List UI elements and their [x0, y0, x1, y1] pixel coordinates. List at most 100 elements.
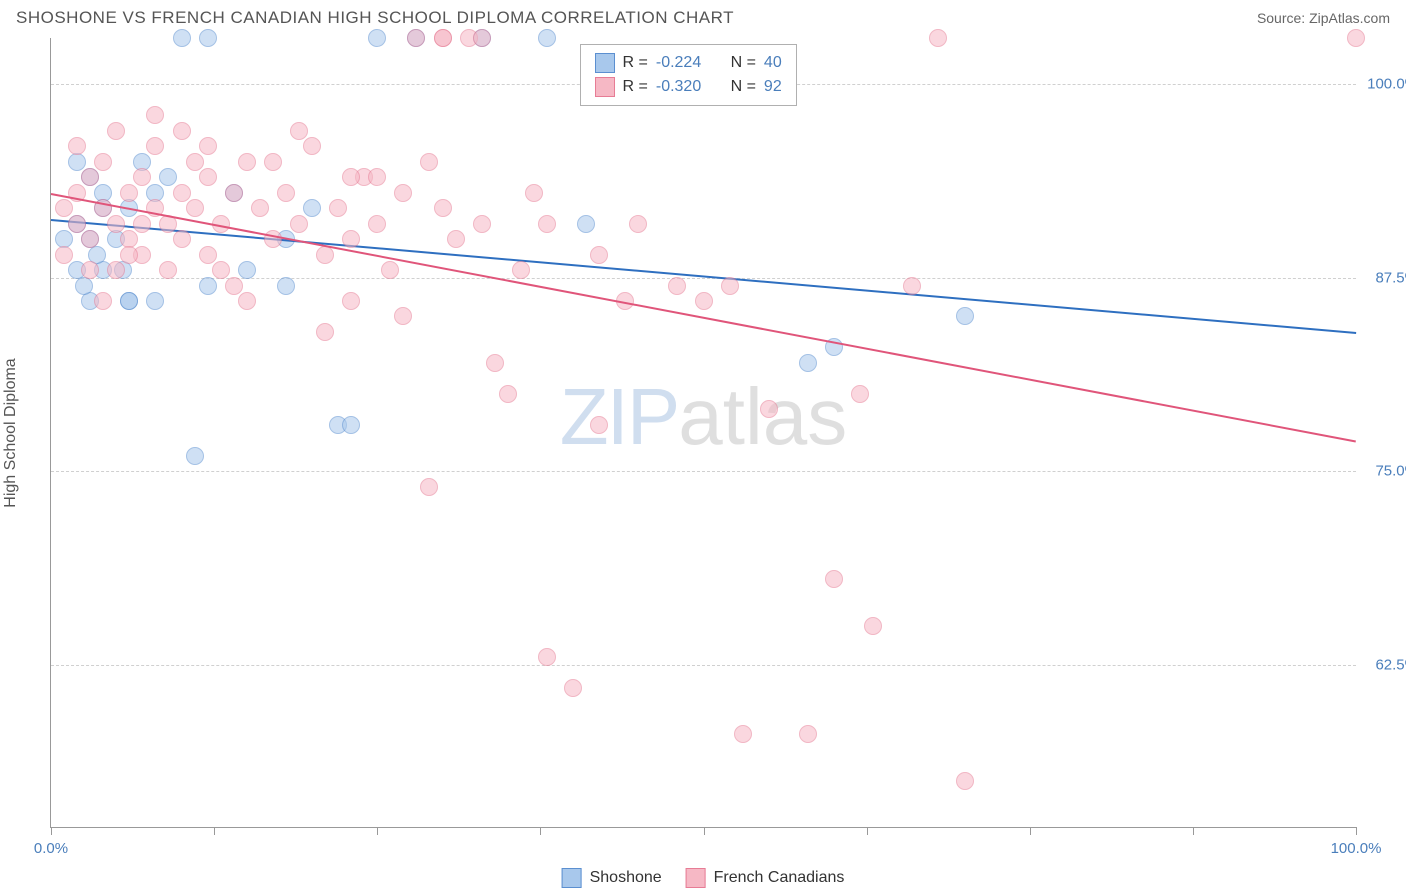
- scatter-point: [225, 277, 243, 295]
- bottom-legend: Shoshone French Canadians: [562, 868, 845, 888]
- y-tick-label: 62.5%: [1375, 656, 1406, 673]
- scatter-point: [159, 261, 177, 279]
- scatter-point: [668, 277, 686, 295]
- scatter-point: [381, 261, 399, 279]
- scatter-point: [277, 184, 295, 202]
- scatter-point: [107, 215, 125, 233]
- y-tick-label: 75.0%: [1375, 463, 1406, 480]
- scatter-point: [199, 246, 217, 264]
- scatter-point: [290, 122, 308, 140]
- x-tick: [214, 827, 215, 835]
- scatter-point: [799, 354, 817, 372]
- legend-swatch: [686, 868, 706, 888]
- scatter-point: [290, 215, 308, 233]
- y-tick-label: 87.5%: [1375, 269, 1406, 286]
- scatter-point: [368, 29, 386, 47]
- scatter-point: [407, 29, 425, 47]
- legend-r-value: -0.224: [656, 54, 701, 72]
- scatter-point: [590, 416, 608, 434]
- scatter-point: [120, 292, 138, 310]
- scatter-point: [75, 277, 93, 295]
- scatter-point: [173, 184, 191, 202]
- gridline: [51, 471, 1356, 472]
- scatter-point: [199, 29, 217, 47]
- scatter-point: [564, 679, 582, 697]
- scatter-point: [173, 122, 191, 140]
- plot-area: ZIPatlas 62.5%75.0%87.5%100.0%0.0%100.0%…: [51, 38, 1356, 827]
- legend-row: R = -0.320 N = 92: [595, 75, 782, 99]
- x-tick: [1193, 827, 1194, 835]
- scatter-point: [107, 122, 125, 140]
- legend-swatch: [595, 77, 615, 97]
- gridline: [51, 665, 1356, 666]
- scatter-point: [525, 184, 543, 202]
- bottom-legend-label: French Canadians: [714, 869, 845, 887]
- scatter-point: [342, 168, 360, 186]
- scatter-point: [342, 292, 360, 310]
- scatter-point: [94, 292, 112, 310]
- scatter-point: [173, 29, 191, 47]
- scatter-point: [538, 29, 556, 47]
- scatter-point: [929, 29, 947, 47]
- legend-swatch: [595, 53, 615, 73]
- scatter-point: [956, 772, 974, 790]
- scatter-point: [225, 184, 243, 202]
- scatter-point: [186, 153, 204, 171]
- chart-title: SHOSHONE VS FRENCH CANADIAN HIGH SCHOOL …: [16, 8, 734, 28]
- legend-row: R = -0.224 N = 40: [595, 51, 782, 75]
- scatter-point: [133, 168, 151, 186]
- legend-n-label: N =: [731, 54, 756, 72]
- scatter-point: [146, 137, 164, 155]
- x-tick: [1356, 827, 1357, 835]
- scatter-point: [538, 215, 556, 233]
- scatter-point: [486, 354, 504, 372]
- scatter-point: [368, 168, 386, 186]
- legend-n-value: 40: [764, 54, 782, 72]
- scatter-point: [903, 277, 921, 295]
- scatter-point: [68, 153, 86, 171]
- legend-n-value: 92: [764, 78, 782, 96]
- scatter-point: [55, 246, 73, 264]
- scatter-point: [212, 261, 230, 279]
- x-tick-label: 0.0%: [34, 840, 68, 857]
- legend-r-value: -0.320: [656, 78, 701, 96]
- scatter-point: [394, 184, 412, 202]
- scatter-point: [394, 307, 412, 325]
- scatter-point: [473, 29, 491, 47]
- scatter-point: [68, 137, 86, 155]
- scatter-point: [199, 277, 217, 295]
- source-label: Source: ZipAtlas.com: [1257, 10, 1390, 26]
- scatter-point: [851, 385, 869, 403]
- scatter-point: [55, 199, 73, 217]
- scatter-point: [264, 230, 282, 248]
- scatter-point: [577, 215, 595, 233]
- legend-swatch: [562, 868, 582, 888]
- scatter-point: [512, 261, 530, 279]
- scatter-point: [146, 106, 164, 124]
- scatter-point: [695, 292, 713, 310]
- scatter-point: [473, 215, 491, 233]
- scatter-point: [434, 199, 452, 217]
- scatter-point: [68, 215, 86, 233]
- scatter-point: [238, 292, 256, 310]
- scatter-point: [734, 725, 752, 743]
- x-tick: [1030, 827, 1031, 835]
- scatter-point: [186, 447, 204, 465]
- scatter-point: [956, 307, 974, 325]
- scatter-point: [133, 215, 151, 233]
- scatter-point: [368, 215, 386, 233]
- scatter-point: [81, 168, 99, 186]
- x-tick: [377, 827, 378, 835]
- scatter-point: [760, 400, 778, 418]
- scatter-point: [303, 137, 321, 155]
- scatter-point: [81, 230, 99, 248]
- scatter-point: [329, 199, 347, 217]
- scatter-point: [434, 29, 452, 47]
- scatter-point: [251, 199, 269, 217]
- chart-area: High School Diploma ZIPatlas 62.5%75.0%8…: [50, 38, 1356, 828]
- bottom-legend-item: Shoshone: [562, 868, 662, 888]
- scatter-point: [1347, 29, 1365, 47]
- bottom-legend-item: French Canadians: [686, 868, 845, 888]
- scatter-point: [420, 478, 438, 496]
- scatter-point: [721, 277, 739, 295]
